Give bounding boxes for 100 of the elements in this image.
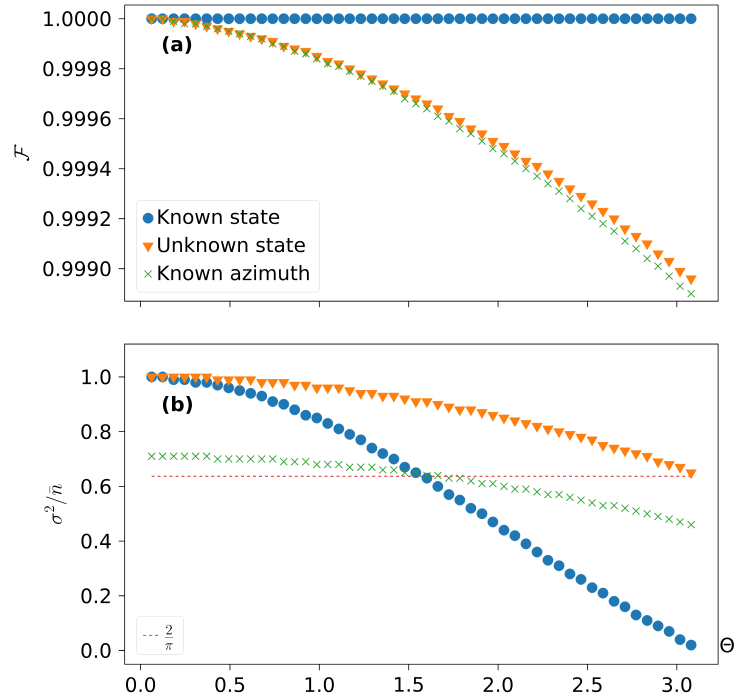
- point: [311, 384, 322, 394]
- point: [586, 13, 598, 24]
- point: [665, 515, 674, 524]
- point: [202, 452, 211, 460]
- point: [333, 13, 344, 24]
- point: [652, 620, 664, 632]
- point: [201, 374, 212, 384]
- point: [234, 376, 246, 386]
- point: [201, 13, 212, 24]
- point: [465, 406, 476, 416]
- point: [664, 461, 675, 471]
- point: [267, 13, 278, 24]
- point: [498, 143, 510, 153]
- point: [510, 485, 519, 494]
- y-tick-label: 0.0: [81, 643, 111, 658]
- point: [444, 489, 454, 500]
- point: [192, 20, 200, 28]
- point: [280, 42, 288, 50]
- point: [577, 204, 585, 213]
- point: [300, 410, 312, 421]
- point: [170, 17, 178, 26]
- point: [643, 254, 652, 263]
- point: [476, 130, 488, 140]
- point: [510, 157, 519, 166]
- point: [520, 158, 532, 168]
- point: [686, 640, 697, 651]
- x-tick-label: 1.5: [395, 677, 423, 692]
- point: [487, 412, 498, 422]
- point: [564, 568, 576, 580]
- annotation: (b): [162, 396, 192, 414]
- point: [687, 520, 696, 529]
- point: [422, 13, 432, 24]
- point: [214, 24, 222, 33]
- point: [687, 290, 696, 298]
- point: [532, 546, 542, 558]
- point: [522, 485, 530, 494]
- point: [236, 455, 244, 464]
- point: [278, 379, 290, 389]
- point: [422, 472, 431, 480]
- point: [289, 404, 300, 416]
- point: [256, 390, 268, 402]
- point: [642, 13, 653, 24]
- point: [476, 508, 488, 520]
- point: [544, 490, 552, 499]
- point: [676, 282, 684, 290]
- point: [258, 455, 266, 464]
- point: [533, 488, 542, 496]
- point: [597, 442, 609, 452]
- point: [586, 582, 598, 594]
- point: [422, 104, 431, 113]
- point: [630, 610, 642, 620]
- point: [377, 392, 388, 403]
- point: [344, 387, 356, 398]
- point: [454, 13, 466, 24]
- point: [555, 490, 564, 499]
- point: [280, 458, 288, 466]
- point: [531, 163, 543, 173]
- point: [642, 453, 653, 463]
- point: [620, 13, 630, 24]
- point: [542, 170, 554, 180]
- point: [454, 118, 466, 128]
- point: [500, 150, 508, 158]
- point: [378, 466, 387, 474]
- point: [531, 422, 543, 433]
- point: [686, 470, 697, 480]
- point: [610, 502, 618, 510]
- point: [621, 504, 629, 512]
- point: [170, 452, 178, 460]
- point: [412, 100, 420, 108]
- point: [599, 502, 607, 510]
- point: [368, 463, 376, 472]
- point: [322, 418, 334, 429]
- point: [652, 250, 664, 260]
- point: [500, 482, 508, 490]
- annotation: (a): [162, 36, 192, 54]
- point: [344, 13, 356, 24]
- point: [432, 401, 444, 411]
- y-tick-label: 0.6: [81, 478, 111, 494]
- point: [630, 13, 642, 24]
- point: [542, 13, 554, 24]
- point: [586, 436, 598, 446]
- point: [532, 13, 542, 24]
- point: [256, 379, 268, 389]
- point: [652, 13, 664, 24]
- point: [322, 13, 334, 24]
- point: [223, 382, 234, 394]
- point: [311, 412, 322, 424]
- point: [566, 493, 574, 502]
- point: [544, 180, 552, 188]
- y-tick-label: 1.0: [82, 369, 111, 385]
- point: [192, 452, 200, 460]
- legend-label: Unknown state: [158, 236, 305, 252]
- point: [421, 100, 432, 110]
- y-axis-title: $\mathcal{F}$: [14, 144, 30, 162]
- point: [245, 13, 256, 24]
- point: [520, 420, 532, 430]
- point: [620, 601, 630, 612]
- point: [421, 398, 432, 408]
- point: [588, 212, 596, 220]
- point: [533, 172, 542, 180]
